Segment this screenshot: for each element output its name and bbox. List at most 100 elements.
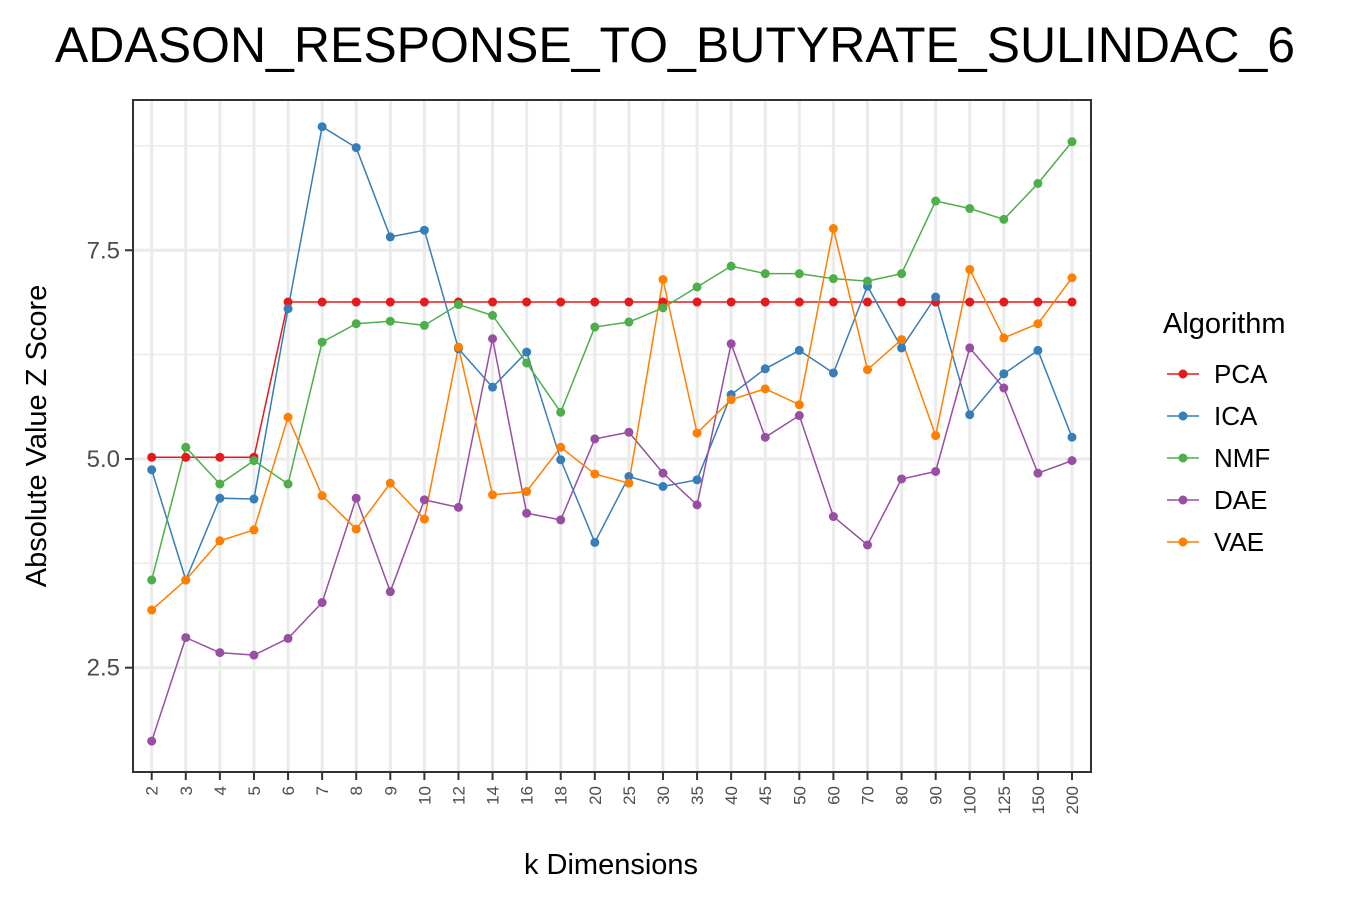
- data-point-pca: [624, 297, 634, 307]
- data-point-nmf: [590, 322, 600, 332]
- data-point-dae: [624, 427, 634, 437]
- data-point-pca: [828, 297, 838, 307]
- x-tick-label: 150: [1029, 786, 1048, 814]
- data-point-pca: [488, 297, 498, 307]
- data-point-pca: [181, 452, 191, 462]
- data-point-nmf: [624, 317, 634, 327]
- data-point-vae: [726, 395, 736, 405]
- data-point-vae: [965, 264, 975, 274]
- legend-label-pca: PCA: [1214, 359, 1268, 389]
- data-point-ica: [385, 232, 395, 242]
- x-tick-label: 60: [824, 786, 843, 805]
- data-point-dae: [999, 383, 1009, 393]
- data-point-vae: [488, 490, 498, 500]
- x-tick-label: 50: [790, 786, 809, 805]
- data-point-dae: [1067, 456, 1077, 466]
- x-tick-label: 3: [177, 786, 196, 795]
- data-point-ica: [999, 369, 1009, 379]
- legend-title: Algorithm: [1163, 308, 1286, 340]
- data-point-dae: [828, 512, 838, 522]
- data-point-vae: [1033, 319, 1043, 329]
- x-tick-label: 16: [518, 786, 537, 805]
- data-point-vae: [692, 428, 702, 438]
- data-point-pca: [147, 452, 157, 462]
- legend-key-point-dae: [1178, 495, 1188, 505]
- x-axis-title: k Dimensions: [524, 849, 698, 881]
- data-point-ica: [692, 475, 702, 485]
- series-line-dae: [150, 338, 1073, 742]
- data-point-nmf: [522, 358, 532, 368]
- legend-key-point-ica: [1178, 411, 1188, 421]
- x-tick-label: 80: [893, 786, 912, 805]
- data-point-dae: [897, 474, 907, 484]
- data-point-dae: [1033, 468, 1043, 478]
- data-point-pca: [897, 297, 907, 307]
- data-point-dae: [692, 500, 702, 510]
- x-tick-label: 35: [688, 786, 707, 805]
- data-point-ica: [828, 368, 838, 378]
- data-point-nmf: [283, 479, 293, 489]
- data-point-vae: [999, 333, 1009, 343]
- data-point-vae: [249, 525, 259, 535]
- data-point-ica: [215, 493, 225, 503]
- data-point-ica: [658, 482, 668, 492]
- data-point-nmf: [556, 407, 566, 417]
- data-point-dae: [862, 540, 872, 550]
- data-point-pca: [556, 297, 566, 307]
- x-tick-label: 6: [279, 786, 298, 795]
- x-tick-label: 9: [381, 786, 400, 795]
- x-tick-label: 125: [995, 786, 1014, 814]
- data-point-nmf: [488, 310, 498, 320]
- x-tick-label: 7: [313, 786, 332, 795]
- legend-label-vae: VAE: [1214, 527, 1264, 557]
- data-point-dae: [965, 343, 975, 353]
- x-tick-label: 200: [1063, 786, 1082, 814]
- data-point-nmf: [1033, 178, 1043, 188]
- panel-border: [132, 99, 1092, 773]
- y-axis-title: Absolute Value Z Score: [21, 285, 53, 588]
- data-point-vae: [624, 478, 634, 488]
- data-point-ica: [760, 364, 770, 374]
- data-point-dae: [215, 648, 225, 658]
- data-point-dae: [590, 434, 600, 444]
- data-point-dae: [351, 493, 361, 503]
- data-point-vae: [1067, 273, 1077, 283]
- y-tick-label: 5.0: [87, 446, 120, 473]
- y-tick-label: 2.5: [87, 655, 120, 682]
- data-point-vae: [794, 400, 804, 410]
- data-point-vae: [351, 524, 361, 534]
- data-point-vae: [215, 536, 225, 546]
- x-tick-label: 14: [484, 786, 503, 805]
- chart-title: ADASON_RESPONSE_TO_BUTYRATE_SULINDAC_6: [55, 17, 1295, 73]
- data-point-dae: [181, 633, 191, 643]
- data-point-pca: [351, 297, 361, 307]
- data-point-nmf: [453, 300, 463, 310]
- x-tick-label: 12: [449, 786, 468, 805]
- data-point-nmf: [181, 442, 191, 452]
- data-point-nmf: [658, 303, 668, 313]
- data-point-ica: [590, 537, 600, 547]
- data-point-ica: [556, 455, 566, 465]
- x-tick-label: 4: [211, 786, 230, 795]
- data-point-nmf: [351, 319, 361, 329]
- data-point-vae: [760, 384, 770, 394]
- data-point-nmf: [931, 196, 941, 206]
- data-point-dae: [726, 339, 736, 349]
- data-point-nmf: [965, 204, 975, 214]
- data-point-pca: [1067, 297, 1077, 307]
- data-point-nmf: [385, 316, 395, 326]
- data-point-dae: [760, 432, 770, 442]
- data-point-pca: [385, 297, 395, 307]
- data-point-ica: [249, 494, 259, 504]
- data-point-vae: [385, 478, 395, 488]
- data-point-dae: [488, 334, 498, 344]
- data-point-ica: [419, 225, 429, 235]
- data-point-vae: [317, 491, 327, 501]
- data-point-ica: [488, 382, 498, 392]
- data-point-dae: [147, 736, 157, 746]
- data-point-dae: [317, 598, 327, 608]
- data-point-ica: [283, 304, 293, 314]
- legend-key-point-vae: [1178, 537, 1188, 547]
- legend: Algorithm PCA ICA NMF DAE VAE: [1163, 308, 1286, 557]
